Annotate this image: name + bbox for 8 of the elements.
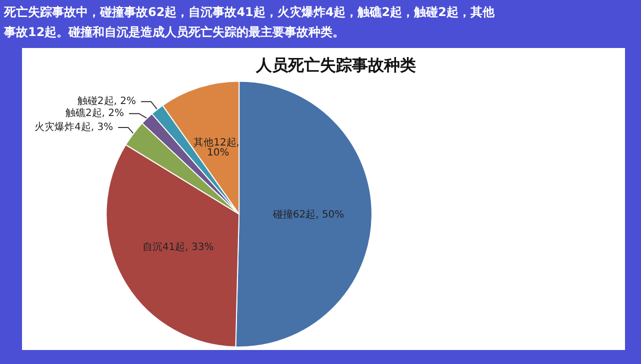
slice-label: 触碰2起, 2% (77, 95, 136, 108)
chart-title: 人员死亡失踪事故种类 (255, 56, 416, 74)
chart-subtitle: 死亡失踪事故中，碰撞事故62起，自沉事故41起，火灾爆炸4起，触礁2起，触碰2起，其他事故12起。碰撞和自沉是造成人员死亡失踪的最主要事故种类。 (4, 4, 496, 41)
slice-label: 触礁2起, 2% (65, 107, 124, 120)
slice-label: 自沉41起, 33% (142, 240, 214, 253)
slice-label: 碰撞62起, 50% (272, 208, 344, 220)
slice-label: 火灾爆炸4起, 3% (34, 120, 114, 133)
slice-label: 其他12起, 10% (194, 136, 243, 158)
